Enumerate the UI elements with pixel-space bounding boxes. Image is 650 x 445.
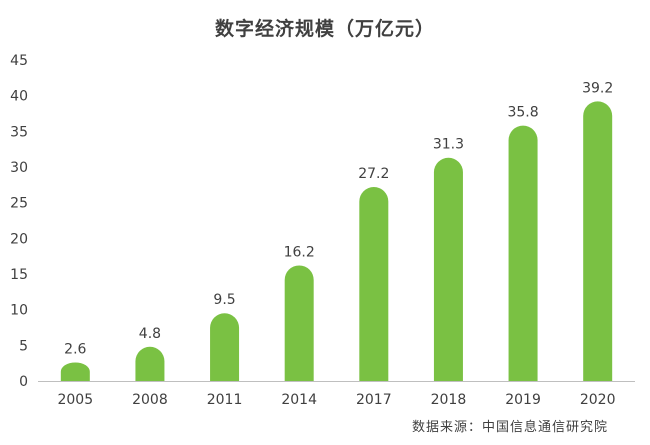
x-tick-label: 2005 [57,392,93,408]
data-label: 39.2 [582,80,613,96]
bar [433,157,463,381]
data-label: 9.5 [213,292,235,308]
data-label: 27.2 [358,166,389,182]
x-tick-label: 2020 [580,392,616,408]
data-label: 4.8 [139,326,161,342]
bar [359,186,389,381]
bar [284,265,314,381]
y-tick-label: 35 [10,124,28,140]
bar [135,346,165,381]
x-tick-label: 2011 [207,392,243,408]
x-tick-label: 2014 [281,392,317,408]
data-label: 2.6 [64,341,86,357]
data-label: 16.2 [284,244,315,260]
y-tick-label: 15 [10,267,28,283]
y-tick-label: 0 [19,374,28,390]
y-tick-label: 25 [10,196,28,212]
bar [583,101,613,381]
y-tick-label: 10 [10,303,28,319]
data-label: 31.3 [433,137,464,153]
data-label: 35.8 [507,105,538,121]
chart-title: 数字经济规模（万亿元） [214,18,435,40]
y-tick-label: 30 [10,160,28,176]
y-tick-label: 5 [19,338,28,354]
x-tick-label: 2017 [356,392,392,408]
source-note: 数据来源：中国信息通信研究院 [411,420,608,435]
x-tick-label: 2018 [431,392,467,408]
bar [508,125,538,381]
bar [210,313,240,381]
bar [60,362,90,381]
y-tick-label: 45 [10,53,28,69]
y-tick-label: 40 [10,89,28,105]
x-tick-label: 2019 [505,392,541,408]
y-tick-label: 20 [10,231,28,247]
x-tick-label: 2008 [132,392,168,408]
